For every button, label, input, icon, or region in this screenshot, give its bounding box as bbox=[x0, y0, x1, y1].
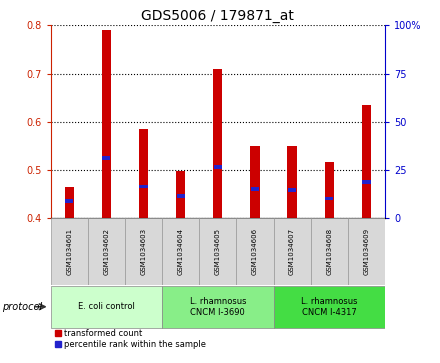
Bar bbox=[88, 218, 125, 285]
Text: GSM1034601: GSM1034601 bbox=[66, 228, 72, 275]
Bar bbox=[65, 187, 74, 218]
Bar bbox=[348, 218, 385, 285]
Text: GSM1034604: GSM1034604 bbox=[178, 228, 183, 275]
Bar bbox=[139, 185, 147, 188]
Text: GSM1034607: GSM1034607 bbox=[289, 228, 295, 275]
Bar bbox=[176, 171, 185, 218]
Bar bbox=[162, 218, 199, 285]
Text: L. rhamnosus
CNCM I-3690: L. rhamnosus CNCM I-3690 bbox=[190, 297, 246, 317]
Bar bbox=[199, 218, 236, 285]
Text: GSM1034608: GSM1034608 bbox=[326, 228, 332, 275]
Text: GSM1034603: GSM1034603 bbox=[140, 228, 147, 275]
Bar bbox=[125, 218, 162, 285]
Bar bbox=[51, 286, 162, 328]
Bar bbox=[325, 197, 334, 200]
Text: protocol: protocol bbox=[2, 302, 42, 312]
Text: L. rhamnosus
CNCM I-4317: L. rhamnosus CNCM I-4317 bbox=[301, 297, 358, 317]
Bar bbox=[287, 146, 297, 218]
Bar bbox=[176, 194, 185, 198]
Bar bbox=[250, 146, 260, 218]
Text: E. coli control: E. coli control bbox=[78, 302, 135, 311]
Bar bbox=[362, 180, 370, 184]
Text: GSM1034605: GSM1034605 bbox=[215, 228, 221, 275]
Bar bbox=[236, 218, 274, 285]
Bar bbox=[288, 188, 296, 192]
Bar bbox=[102, 30, 111, 218]
Bar bbox=[274, 218, 311, 285]
Bar bbox=[325, 163, 334, 218]
Bar bbox=[162, 286, 274, 328]
Text: GSM1034609: GSM1034609 bbox=[363, 228, 370, 275]
Bar bbox=[51, 218, 88, 285]
Title: GDS5006 / 179871_at: GDS5006 / 179871_at bbox=[141, 9, 294, 23]
Legend: transformed count, percentile rank within the sample: transformed count, percentile rank withi… bbox=[55, 329, 206, 349]
Text: GSM1034602: GSM1034602 bbox=[103, 228, 109, 275]
Bar bbox=[214, 166, 222, 169]
Bar bbox=[102, 156, 110, 160]
Bar bbox=[65, 199, 73, 203]
Bar bbox=[311, 218, 348, 285]
Bar bbox=[362, 105, 371, 218]
Bar bbox=[213, 69, 223, 218]
Bar bbox=[251, 187, 259, 191]
Bar bbox=[274, 286, 385, 328]
Text: GSM1034606: GSM1034606 bbox=[252, 228, 258, 275]
Bar bbox=[139, 129, 148, 218]
